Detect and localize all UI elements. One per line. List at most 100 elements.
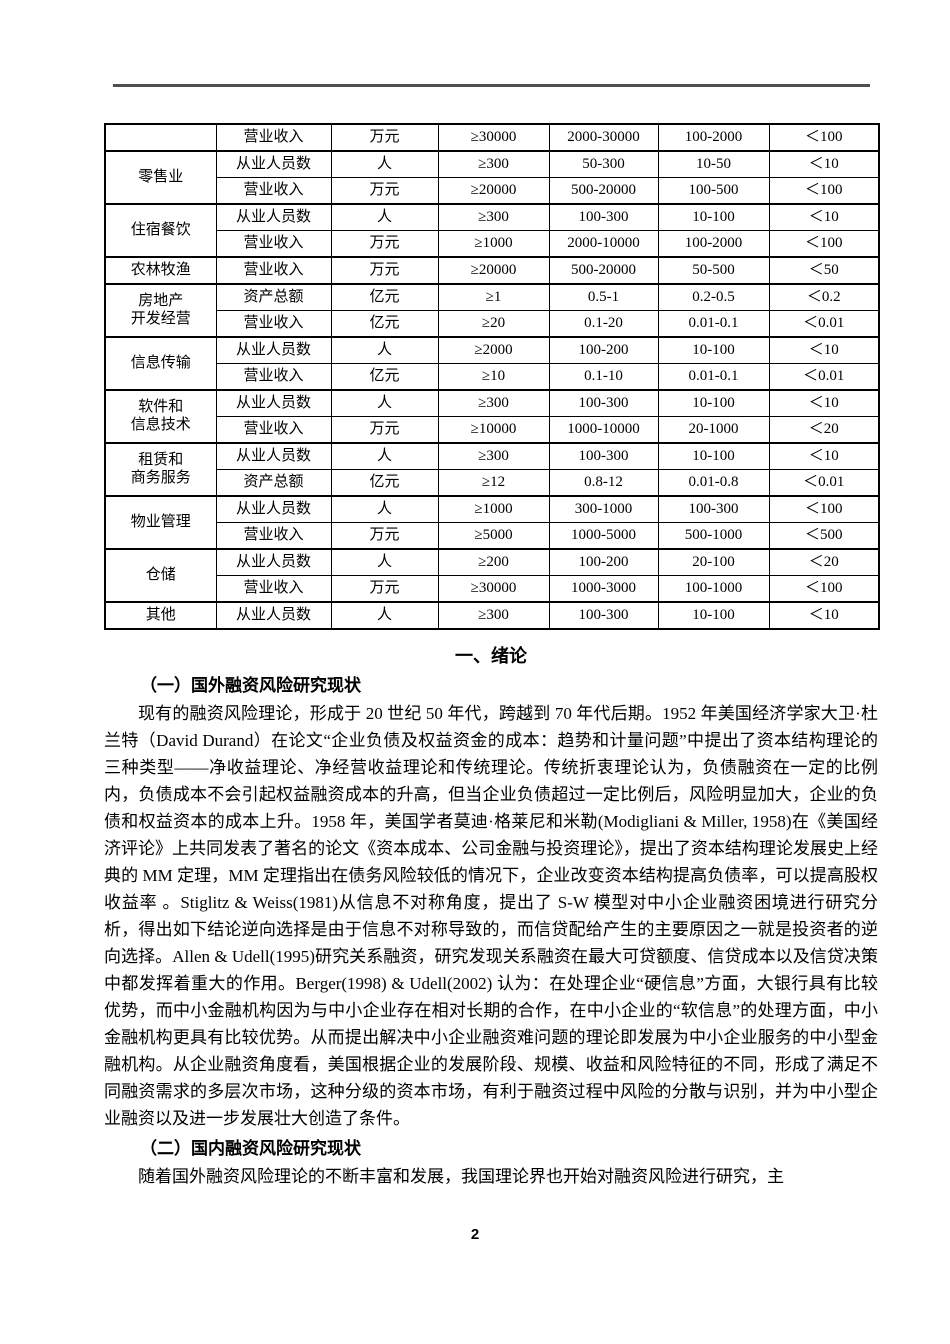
table-cell: ≥300 <box>437 150 550 178</box>
table-cell: ＜100 <box>768 123 880 152</box>
industry-table-body: 营业收入 万元 ≥30000 2000-30000 100-2000 ＜100 零售业 从业人… <box>104 123 880 630</box>
table-cell: 10-100 <box>657 336 770 364</box>
table-cell: 资产总额 <box>215 283 332 311</box>
table-cell: 500-20000 <box>548 177 659 205</box>
table-row: 资产总额 亿元 ≥12 0.8-12 0.01-0.8 ＜0.01 <box>105 469 880 497</box>
table-cell: ≥2000 <box>437 336 550 364</box>
table-cell: 人 <box>330 548 439 576</box>
table-cell: ≥300 <box>437 203 550 231</box>
table-cell: 从业人员数 <box>215 336 332 364</box>
table-row: 营业收入 亿元 ≥10 0.1-10 0.01-0.1 ＜0.01 <box>105 363 880 391</box>
table-cell: 50-300 <box>548 150 659 178</box>
industry-name-cell: 住宿餐饮 <box>104 203 217 258</box>
table-cell: 0.1-20 <box>548 310 659 338</box>
table-cell: 从业人员数 <box>215 389 332 417</box>
table-row: 营业收入 万元 ≥20000 500-20000 100-500 ＜100 <box>105 177 880 205</box>
industry-name-cell: 房地产 开发经营 <box>104 283 217 338</box>
table-cell: ≥10000 <box>437 416 550 444</box>
table-cell: 人 <box>330 495 439 523</box>
table-cell: 20-1000 <box>657 416 770 444</box>
table-cell: 2000-30000 <box>548 123 659 152</box>
table-cell: 0.2-0.5 <box>657 283 770 311</box>
table-row: 营业收入 亿元 ≥20 0.1-20 0.01-0.1 ＜0.01 <box>105 310 880 338</box>
table-cell: 从业人员数 <box>215 495 332 523</box>
table-cell: ＜10 <box>768 389 880 417</box>
table-cell: 万元 <box>330 177 439 205</box>
page-content: 营业收入 万元 ≥30000 2000-30000 100-2000 ＜100 零售业 从业人… <box>104 123 880 1190</box>
table-cell: ＜100 <box>768 495 880 523</box>
table-cell: ＜0.01 <box>768 310 880 338</box>
table-row: 信息传输 从业人员数人 ≥2000 100-200 10-100 ＜10 <box>104 336 880 391</box>
table-cell: 0.1-10 <box>548 363 659 391</box>
section-heading-foreign: （一）国外融资风险研究现状 <box>140 676 361 695</box>
table-cell: 10-100 <box>657 442 770 470</box>
table-cell: 营业收入 <box>215 123 332 152</box>
table-cell: ＜10 <box>768 601 880 630</box>
table-cell: 100-200 <box>548 548 659 576</box>
table-cell: ＜100 <box>768 230 880 258</box>
table-cell: 20-100 <box>657 548 770 576</box>
table-row: 物业管理 从业人员数人 ≥1000 300-1000 100-300 ＜100 <box>104 495 880 550</box>
table-cell: 亿元 <box>330 310 439 338</box>
table-cell: 从业人员数 <box>215 601 332 630</box>
table-cell: 亿元 <box>330 283 439 311</box>
table-cell: ≥30000 <box>437 575 550 603</box>
table-cell: 100-300 <box>548 442 659 470</box>
table-cell: 50-500 <box>657 256 770 285</box>
paragraph-foreign-research: 现有的融资风险理论，形成于 20 世纪 50 年代，跨越到 70 年代后期。19… <box>104 704 878 1128</box>
table-cell: 100-500 <box>657 177 770 205</box>
table-cell: ≥200 <box>437 548 550 576</box>
table-cell: 1000-10000 <box>548 416 659 444</box>
table-cell: ＜20 <box>768 548 880 576</box>
industry-name-cell: 软件和 信息技术 <box>104 389 217 444</box>
table-cell: 500-20000 <box>548 256 659 285</box>
table-row: 仓储 从业人员数人 ≥200 100-200 20-100 ＜20 <box>104 548 880 603</box>
table-cell: ≥5000 <box>437 522 550 550</box>
industry-name-cell: 仓储 <box>104 548 217 603</box>
table-cell: ≥300 <box>437 601 550 630</box>
table-row: 营业收入 万元 ≥10000 1000-10000 20-1000 ＜20 <box>105 416 880 444</box>
section-heading-domestic: （二）国内融资风险研究现状 <box>140 1139 361 1158</box>
table-row: 软件和 信息技术 从业人员数人 ≥300 100-300 10-100 ＜10 <box>104 389 880 444</box>
table-cell: 2000-10000 <box>548 230 659 258</box>
table-row: 租赁和 商务服务 从业人员数人 ≥300 100-300 10-100 ＜10 <box>104 442 880 497</box>
table-cell: 1000-5000 <box>548 522 659 550</box>
header-rule <box>113 84 870 87</box>
table-row: 营业收入 万元 ≥30000 1000-3000 100-1000 ＜100 <box>105 575 880 603</box>
table-cell: 亿元 <box>330 469 439 497</box>
table-row: 零售业 从业人员数人 ≥300 50-300 10-50 ＜10 <box>104 150 880 205</box>
table-cell: ≥1000 <box>437 230 550 258</box>
table-cell: 0.01-0.8 <box>657 469 770 497</box>
table-cell: ＜0.01 <box>768 363 880 391</box>
industry-name-cell: 其他 <box>104 601 217 630</box>
industry-name-cell: 零售业 <box>104 150 217 205</box>
table-cell: ＜10 <box>768 336 880 364</box>
table-cell: 100-300 <box>548 203 659 231</box>
table-cell: ＜500 <box>768 522 880 550</box>
table-cell: 100-1000 <box>657 575 770 603</box>
table-cell: 100-200 <box>548 336 659 364</box>
table-cell: 营业收入 <box>215 230 332 258</box>
table-cell: ≥300 <box>437 389 550 417</box>
table-cell: 10-100 <box>657 203 770 231</box>
table-cell: 100-300 <box>548 389 659 417</box>
table-cell: 营业收入 <box>215 310 332 338</box>
table-cell: ≥20 <box>437 310 550 338</box>
industry-name-cell: 信息传输 <box>104 336 217 391</box>
table-row: 营业收入 万元 ≥1000 2000-10000 100-2000 ＜100 <box>105 230 880 258</box>
table-cell: 0.8-12 <box>548 469 659 497</box>
table-cell: ＜0.01 <box>768 469 880 497</box>
table-cell: 万元 <box>330 522 439 550</box>
table-cell: 营业收入 <box>215 256 332 285</box>
table-row: 其他 从业人员数人 ≥300 100-300 10-100 ＜10 <box>104 601 880 630</box>
table-cell: 人 <box>330 336 439 364</box>
industry-table: 营业收入 万元 ≥30000 2000-30000 100-2000 ＜100 零售业 从业人… <box>104 123 880 630</box>
table-cell: 300-1000 <box>548 495 659 523</box>
table-cell: 万元 <box>330 416 439 444</box>
table-cell: 1000-3000 <box>548 575 659 603</box>
table-cell: 100-300 <box>657 495 770 523</box>
table-cell: 0.01-0.1 <box>657 363 770 391</box>
table-cell: 万元 <box>330 123 439 152</box>
table-cell: 人 <box>330 150 439 178</box>
